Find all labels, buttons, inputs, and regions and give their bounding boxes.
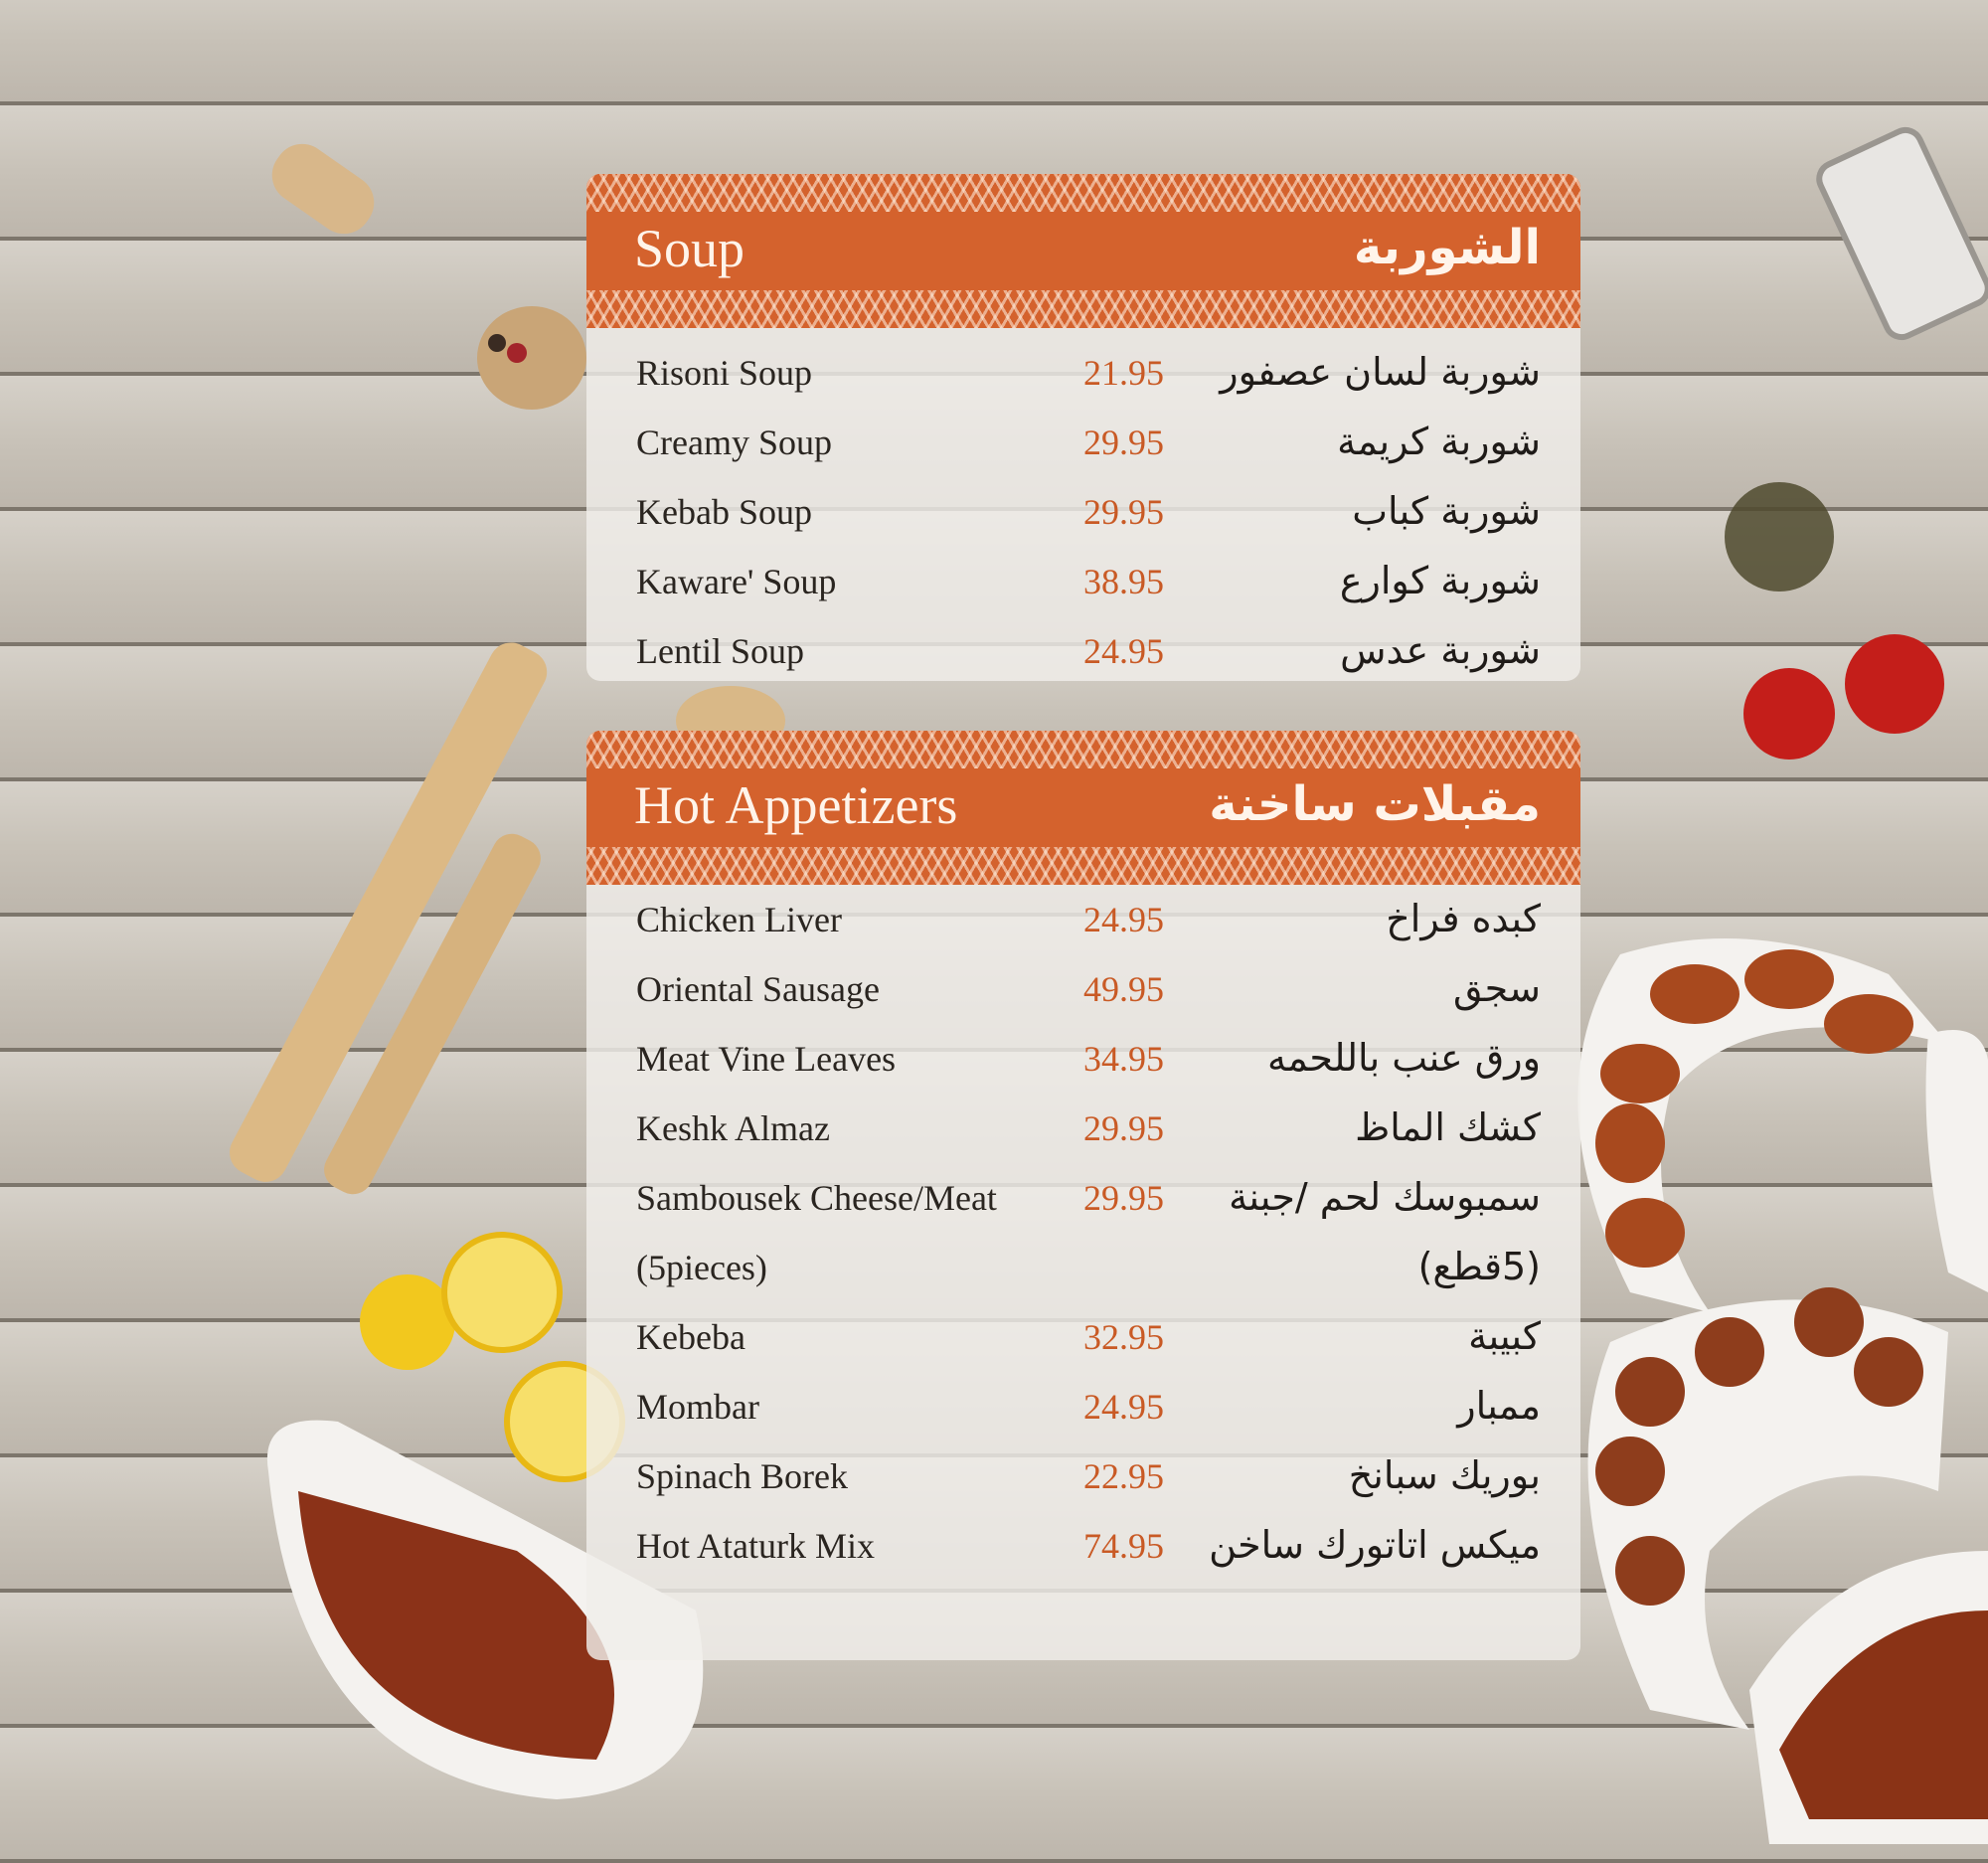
- item-name-en: Sambousek Cheese/Meat: [636, 1178, 997, 1218]
- menu-item: Kebab Soup 29.95 شوربة كباب: [586, 477, 1580, 547]
- item-name-ar: بوريك سبانخ: [1348, 1453, 1541, 1497]
- kibbeh-dish-image: [1577, 938, 1988, 1844]
- menu-item: Risoni Soup 21.95 شوربة لسان عصفور: [586, 338, 1580, 408]
- item-price: 24.95: [1083, 1387, 1164, 1427]
- menu-item-continuation: (5pieces) (5قطع): [586, 1233, 1580, 1302]
- item-name-ar: كبيبة: [1468, 1314, 1541, 1358]
- menu-item: Hot Ataturk Mix 74.95 ميكس اتاتورك ساخن: [586, 1511, 1580, 1581]
- item-name-en: Creamy Soup: [636, 423, 832, 462]
- header-pattern: [586, 731, 1580, 768]
- section-title-en: Hot Appetizers: [634, 775, 958, 835]
- item-name-ar: شوربة كريمة: [1337, 420, 1541, 463]
- item-price: 32.95: [1083, 1317, 1164, 1357]
- item-price: 29.95: [1083, 492, 1164, 532]
- item-price: 24.95: [1083, 900, 1164, 939]
- item-name-ar: (5قطع): [1417, 1245, 1541, 1288]
- soup-menu-panel: Soup الشوربة Risoni Soup 21.95 شوربة لسان …: [586, 174, 1580, 681]
- item-name-ar: سجق: [1452, 966, 1541, 1010]
- menu-item: Oriental Sausage 49.95 سجق: [586, 954, 1580, 1024]
- menu-item: Chicken Liver 24.95 كبده فراخ: [586, 885, 1580, 954]
- menu-item: Creamy Soup 29.95 شوربة كريمة: [586, 408, 1580, 477]
- menu-item: Mombar 24.95 ممبار: [586, 1372, 1580, 1441]
- item-price: 74.95: [1083, 1526, 1164, 1566]
- menu-item: Keshk Almaz 29.95 كشك الماظ: [586, 1094, 1580, 1163]
- wooden-scoop-image: [271, 143, 586, 410]
- hot-appetizers-menu-panel: Hot Appetizers مقبلات ساخنة Chicken Live…: [586, 731, 1580, 1660]
- item-price: 21.95: [1083, 353, 1164, 393]
- hot-appetizers-items-list: Chicken Liver 24.95 كبده فراخ Oriental Sau…: [586, 885, 1580, 1581]
- tomatoes-image: [1743, 634, 1944, 760]
- item-name-en: Oriental Sausage: [636, 969, 880, 1009]
- item-price: 24.95: [1083, 631, 1164, 671]
- item-name-en: Risoni Soup: [636, 353, 813, 393]
- section-title-en: Soup: [634, 219, 746, 278]
- item-price: 22.95: [1083, 1456, 1164, 1496]
- item-name-ar: ورق عنب باللحمه: [1267, 1036, 1541, 1080]
- item-name-ar: كبده فراخ: [1386, 897, 1541, 940]
- item-name-en: Mombar: [636, 1387, 759, 1427]
- menu-item: Sambousek Cheese/Meat 29.95 سمبوسك لحم /جب…: [586, 1163, 1580, 1233]
- item-name-en: Kebeba: [636, 1317, 746, 1357]
- soup-items-list: Risoni Soup 21.95 شوربة لسان عصفور Creamy …: [586, 338, 1580, 681]
- item-price: 29.95: [1083, 423, 1164, 462]
- item-name-ar: ميكس اتاتورك ساخن: [1209, 1523, 1541, 1567]
- item-name-ar: شوربة كوارع: [1339, 559, 1541, 602]
- item-price: 29.95: [1083, 1108, 1164, 1148]
- item-name-en: Spinach Borek: [636, 1456, 848, 1496]
- item-name-en: Hot Ataturk Mix: [636, 1526, 875, 1566]
- item-name-ar: كشك الماظ: [1355, 1105, 1541, 1149]
- soup-section-header: Soup الشوربة: [586, 174, 1580, 328]
- item-name-en: (5pieces): [636, 1248, 767, 1287]
- item-name-en: Kebab Soup: [636, 492, 812, 532]
- item-price: 49.95: [1083, 969, 1164, 1009]
- header-pattern: [586, 847, 1580, 885]
- header-pattern: [586, 290, 1580, 328]
- item-price: 29.95: [1083, 1178, 1164, 1218]
- hot-appetizers-section-header: Hot Appetizers مقبلات ساخنة: [586, 731, 1580, 885]
- salt-shaker-image: [1816, 126, 1988, 341]
- item-name-ar: سمبوسك لحم /جبنة: [1229, 1175, 1541, 1219]
- item-name-ar: شوربة عدس: [1340, 628, 1541, 672]
- sausage-dish-image: [266, 1420, 704, 1799]
- item-name-ar: شوربة لسان عصفور: [1220, 350, 1541, 394]
- header-pattern: [586, 174, 1580, 212]
- menu-item: Kaware' Soup 38.95 شوربة كوارع: [586, 547, 1580, 616]
- item-price: 38.95: [1083, 562, 1164, 601]
- item-name-en: Chicken Liver: [636, 900, 842, 939]
- item-name-ar: شوربة كباب: [1352, 489, 1541, 533]
- item-price: 34.95: [1083, 1039, 1164, 1079]
- item-name-ar: ممبار: [1457, 1384, 1541, 1428]
- item-name-en: Kaware' Soup: [636, 562, 837, 601]
- wood-plank: [0, 0, 1988, 105]
- item-name-en: Lentil Soup: [636, 631, 804, 671]
- menu-item: Lentil Soup 24.95 شوربة عدس: [586, 616, 1580, 681]
- menu-item: Kebeba 32.95 كبيبة: [586, 1302, 1580, 1372]
- herbs-image: [1725, 482, 1834, 592]
- menu-item: Meat Vine Leaves 34.95 ورق عنب باللحمه: [586, 1024, 1580, 1094]
- item-name-en: Keshk Almaz: [636, 1108, 830, 1148]
- menu-item: Spinach Borek 22.95 بوريك سبانخ: [586, 1441, 1580, 1511]
- section-title-ar: الشوربة: [1353, 220, 1541, 275]
- item-name-en: Meat Vine Leaves: [636, 1039, 897, 1079]
- section-title-ar: مقبلات ساخنة: [1209, 776, 1541, 832]
- lemons-image: [360, 1232, 625, 1482]
